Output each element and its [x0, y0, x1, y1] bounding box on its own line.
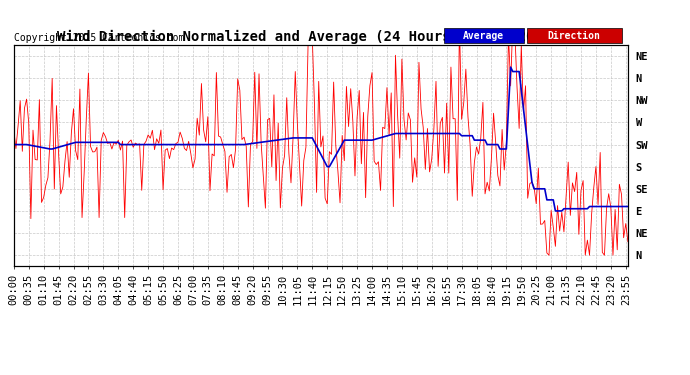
Text: Average: Average [463, 31, 504, 41]
FancyBboxPatch shape [444, 28, 524, 43]
Text: Copyright 2015 Cartronics.com: Copyright 2015 Cartronics.com [14, 33, 184, 43]
FancyBboxPatch shape [526, 28, 622, 43]
Title: Wind Direction Normalized and Average (24 Hours) (New) 20150828: Wind Direction Normalized and Average (2… [57, 30, 584, 44]
Text: Direction: Direction [547, 31, 600, 41]
